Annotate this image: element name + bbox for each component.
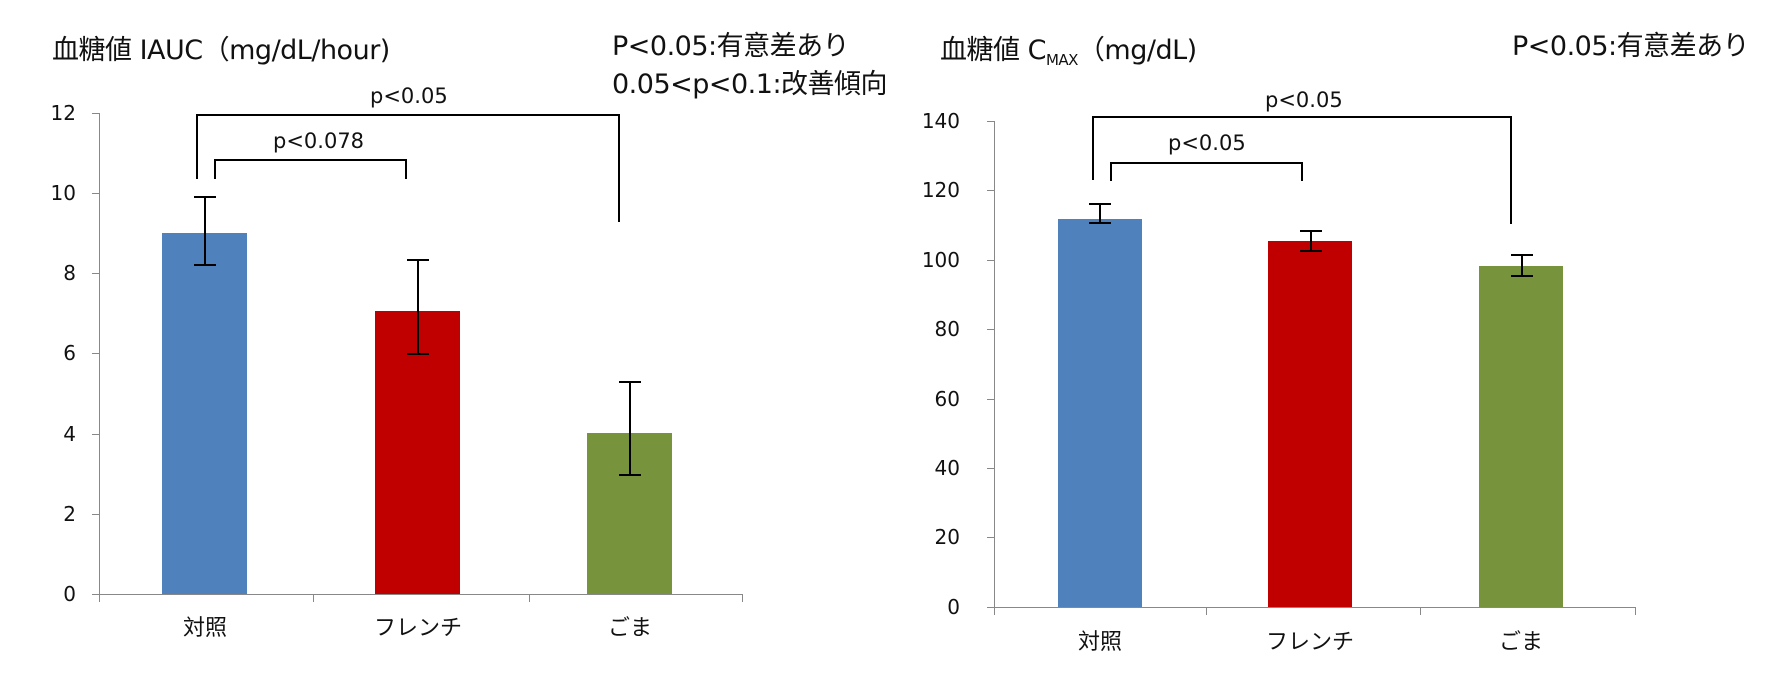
error-cap (1089, 203, 1111, 205)
bar-control (1058, 219, 1142, 607)
trend-note: 0.05<p<0.1:改善傾向 (612, 69, 888, 100)
error-cap (407, 259, 429, 261)
significance-note: P<0.05:有意差あり (612, 31, 850, 62)
y-tick (92, 514, 99, 515)
bracket-leg (214, 159, 216, 179)
error-bar (1099, 203, 1101, 223)
y-tick-label: 120 (921, 178, 960, 202)
error-bar (417, 259, 419, 354)
significance-bracket (1092, 116, 1512, 118)
y-tick (92, 353, 99, 354)
x-axis (987, 607, 1636, 608)
error-cap (194, 196, 216, 198)
y-tick-label: 12 (50, 101, 76, 125)
bar-french (375, 311, 460, 594)
y-tick-label: 8 (63, 261, 76, 285)
bracket-leg (618, 114, 620, 222)
y-tick (987, 260, 994, 261)
bracket-label: p<0.05 (370, 84, 448, 108)
bracket-leg (1092, 116, 1094, 180)
y-tick-label: 20 (934, 525, 960, 549)
x-tick (742, 594, 743, 602)
y-tick (987, 121, 994, 122)
y-tick-label: 6 (63, 341, 76, 365)
y-tick-label: 0 (947, 595, 960, 619)
y-tick-label: 40 (934, 456, 960, 480)
error-bar (629, 381, 631, 475)
bracket-leg (1110, 162, 1112, 181)
error-cap (1300, 250, 1322, 252)
error-cap (619, 474, 641, 476)
cmax-chart: 血糖値 CMAX（mg/dL) P<0.05:有意差あり 0 20 40 60 … (900, 0, 1781, 674)
y-tick-label: 100 (921, 248, 960, 272)
bracket-leg (405, 159, 407, 179)
y-tick (987, 537, 994, 538)
iauc-chart: 血糖値 IAUC（mg/dL/hour) P<0.05:有意差あり 0.05<p… (50, 31, 888, 641)
error-bar (1310, 230, 1312, 251)
y-axis (994, 121, 995, 608)
x-tick-label: 対照 (182, 616, 227, 641)
x-tick (994, 607, 995, 615)
y-tick (987, 190, 994, 191)
y-tick (987, 468, 994, 469)
error-cap (1511, 254, 1533, 256)
error-cap (1511, 275, 1533, 277)
x-tick (1635, 607, 1636, 615)
y-tick-label: 10 (50, 181, 76, 205)
y-tick-label: 0 (63, 582, 76, 606)
y-tick (92, 113, 99, 114)
error-cap (1300, 230, 1322, 232)
error-cap (407, 353, 429, 355)
significance-note: P<0.05:有意差あり (1512, 31, 1750, 62)
x-tick (313, 594, 314, 602)
bracket-label: p<0.078 (273, 129, 365, 153)
y-tick-label: 60 (934, 387, 960, 411)
x-tick-label: フレンチ (373, 616, 462, 641)
x-tick-label: フレンチ (1265, 630, 1354, 655)
bracket-leg (1301, 162, 1303, 181)
x-axis (92, 594, 743, 595)
error-bar (1521, 254, 1523, 276)
bracket-label: p<0.05 (1168, 131, 1246, 155)
significance-bracket (1110, 162, 1303, 164)
title-subscript: MAX (1045, 51, 1078, 69)
bar-control (162, 233, 247, 594)
bar-sesame (1479, 266, 1563, 607)
bar-french (1268, 241, 1352, 607)
y-tick-label: 2 (63, 502, 76, 526)
error-cap (1089, 222, 1111, 224)
title-suffix: （mg/dL) (1077, 35, 1197, 66)
y-axis (99, 113, 100, 595)
y-tick-label: 140 (921, 109, 960, 133)
error-cap (194, 264, 216, 266)
x-tick (529, 594, 530, 602)
y-tick-label: 4 (63, 422, 76, 446)
x-tick-label: ごま (1498, 630, 1543, 655)
x-tick-label: 対照 (1077, 630, 1122, 655)
x-tick (1206, 607, 1207, 615)
y-tick (92, 193, 99, 194)
title-prefix: 血糖値 C (940, 35, 1046, 66)
y-tick-label: 80 (934, 317, 960, 341)
x-tick-label: ごま (607, 616, 652, 641)
y-tick (92, 434, 99, 435)
bracket-label: p<0.05 (1265, 88, 1343, 112)
x-tick (99, 594, 100, 602)
significance-bracket (196, 114, 620, 116)
significance-bracket (214, 159, 407, 161)
y-tick (987, 399, 994, 400)
chart-title: 血糖値 CMAX（mg/dL) (940, 28, 1197, 69)
chart-title: 血糖値 IAUC（mg/dL/hour) (52, 35, 390, 66)
y-tick (987, 329, 994, 330)
error-cap (619, 381, 641, 383)
error-bar (204, 197, 206, 265)
y-tick (92, 273, 99, 274)
bracket-leg (196, 114, 198, 179)
x-tick (1420, 607, 1421, 615)
bracket-leg (1510, 116, 1512, 224)
